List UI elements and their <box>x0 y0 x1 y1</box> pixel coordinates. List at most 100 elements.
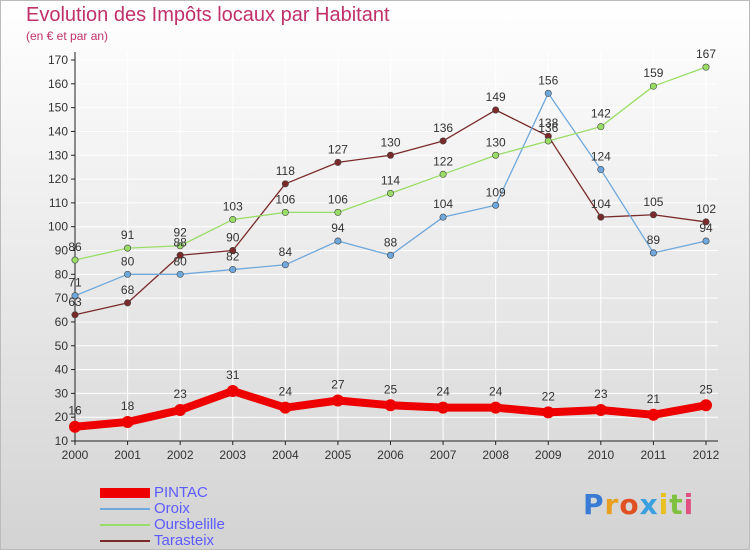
y-tick-label: 150 <box>48 101 68 115</box>
data-point-oroix <box>649 249 657 257</box>
data-label-pintac: 25 <box>699 382 713 396</box>
data-label-oursbelille: 91 <box>121 228 135 242</box>
data-point-oroix <box>702 237 710 245</box>
data-label-oroix: 88 <box>384 235 398 249</box>
y-tick-label: 160 <box>48 77 68 91</box>
x-tick-label: 2010 <box>587 448 614 462</box>
chart-subtitle: (en € et par an) <box>26 29 109 43</box>
logo-letter: t <box>669 488 684 521</box>
data-label-pintac: 24 <box>489 385 503 399</box>
legend-label-tarasteix: Tarasteix <box>154 532 215 549</box>
data-label-tarasteix: 102 <box>696 202 716 216</box>
data-point-pintac <box>489 401 502 414</box>
data-point-tarasteix <box>649 211 657 219</box>
data-point-tarasteix <box>124 299 132 307</box>
logo-letter: r <box>604 488 620 521</box>
x-tick-label: 2004 <box>272 448 299 462</box>
data-label-oroix: 109 <box>486 185 506 199</box>
data-point-pintac <box>331 394 344 407</box>
data-label-oursbelille: 106 <box>328 192 348 206</box>
data-label-oursbelille: 103 <box>223 200 243 214</box>
data-point-oursbelille <box>597 123 605 131</box>
data-point-oroix <box>386 251 394 259</box>
data-label-tarasteix: 136 <box>433 121 453 135</box>
data-point-oroix <box>281 261 289 269</box>
data-label-oroix: 71 <box>68 276 82 290</box>
y-tick-label: 50 <box>55 339 69 353</box>
data-labels: 63 68 88 90 118 127 130 136 149 138 104 105 102 71 80 8… <box>68 47 716 418</box>
x-tick-label: 2002 <box>167 448 194 462</box>
data-point-oroix <box>71 292 79 300</box>
legend-label-oroix: Oroix <box>154 500 190 517</box>
data-point-oroix <box>544 89 552 97</box>
data-point-pintac <box>279 401 292 414</box>
y-tick-label: 10 <box>55 434 69 448</box>
legend-label-pintac: PINTAC <box>154 484 208 501</box>
data-point-tarasteix <box>281 180 289 188</box>
data-label-tarasteix: 149 <box>486 90 506 104</box>
data-point-oursbelille <box>544 137 552 145</box>
data-point-pintac <box>647 408 660 421</box>
data-point-oursbelille <box>649 82 657 90</box>
data-point-tarasteix <box>439 137 447 145</box>
data-label-oroix: 89 <box>647 233 661 247</box>
data-label-tarasteix: 105 <box>643 195 663 209</box>
data-label-oursbelille: 136 <box>538 121 558 135</box>
data-point-oursbelille <box>124 244 132 252</box>
y-tick-label: 30 <box>55 386 69 400</box>
data-point-pintac <box>384 399 397 412</box>
data-point-oroix <box>334 237 342 245</box>
x-tick-labels: 2000 2001 2002 2003 2004 2005 2006 2007 2008 2009… <box>62 448 720 462</box>
data-label-tarasteix: 63 <box>68 295 82 309</box>
data-point-oroix <box>124 270 132 278</box>
data-point-tarasteix <box>702 218 710 226</box>
data-point-pintac <box>542 406 555 419</box>
data-label-tarasteix: 138 <box>538 116 558 130</box>
data-label-pintac: 27 <box>331 378 345 392</box>
logo-letter: i <box>658 488 670 521</box>
data-label-oursbelille: 159 <box>643 66 663 80</box>
data-point-pintac <box>700 399 712 412</box>
data-label-pintac: 23 <box>594 387 608 401</box>
x-tick-label: 2003 <box>219 448 246 462</box>
data-label-oursbelille: 106 <box>275 192 295 206</box>
data-point-oroix <box>492 201 500 209</box>
data-label-oursbelille: 114 <box>381 173 400 187</box>
data-point-pintac <box>437 401 450 414</box>
y-tick-label: 100 <box>48 220 68 234</box>
data-label-tarasteix: 90 <box>226 231 240 245</box>
logo-letter: i <box>683 488 695 521</box>
x-tick-label: 2012 <box>693 448 720 462</box>
data-point-tarasteix <box>334 158 342 166</box>
data-point-oroix <box>176 270 184 278</box>
data-point-tarasteix <box>71 311 79 319</box>
logo-letter: P <box>583 488 605 521</box>
logo-letter: x <box>639 488 659 521</box>
data-point-oursbelille <box>229 216 237 224</box>
data-point-oursbelille <box>492 151 500 159</box>
logo-letter: o <box>619 488 640 521</box>
data-label-tarasteix: 118 <box>276 164 295 178</box>
data-point-pintac <box>174 404 187 417</box>
data-point-tarasteix <box>229 247 237 255</box>
data-point-oursbelille <box>176 242 184 250</box>
data-point-tarasteix <box>386 151 394 159</box>
data-label-oroix: 94 <box>331 221 345 235</box>
data-label-tarasteix: 68 <box>121 283 135 297</box>
data-label-tarasteix: 104 <box>591 197 611 211</box>
data-label-oroix: 104 <box>433 197 453 211</box>
y-tick-label: 60 <box>55 315 69 329</box>
data-label-oursbelille: 142 <box>591 107 611 121</box>
data-point-oursbelille <box>439 170 447 178</box>
data-label-pintac: 23 <box>173 387 187 401</box>
data-point-pintac <box>69 420 81 433</box>
data-point-pintac <box>121 415 134 428</box>
data-point-oroix <box>229 266 237 274</box>
y-tick-labels: 10 20 30 40 50 60 70 80 90 100 110 120 130 140 150 160 1… <box>48 53 68 448</box>
data-label-pintac: 18 <box>121 399 135 413</box>
x-tick-label: 2008 <box>482 448 509 462</box>
series-lines <box>69 63 712 433</box>
y-tick-label: 80 <box>55 267 69 281</box>
y-tick-label: 120 <box>48 172 68 186</box>
